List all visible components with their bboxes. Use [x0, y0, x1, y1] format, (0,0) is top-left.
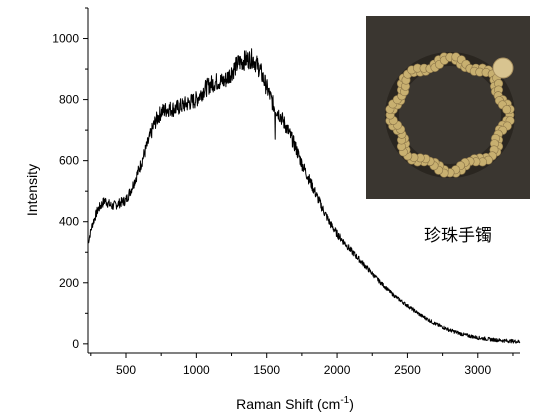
- x-tick-label: 1500: [253, 363, 280, 377]
- y-tick-label: 1000: [52, 32, 79, 46]
- spectrum-line: [87, 48, 521, 344]
- x-axis-title-suffix: ): [349, 396, 354, 412]
- plot-frame: [87, 8, 520, 354]
- bracelet-pearls: [385, 52, 515, 178]
- y-axis-title: Intensity: [24, 164, 40, 216]
- x-tick-label: 2000: [324, 363, 351, 377]
- y-ticks: 0 200 400 600 800 1000: [52, 7, 88, 351]
- y-tick-label: 200: [59, 276, 79, 290]
- x-tick-label: 2500: [394, 363, 421, 377]
- x-axis-title-superscript: -1: [340, 395, 349, 406]
- pearl-bead: [502, 105, 512, 115]
- x-ticks: 500 1000 1500 2000 2500 3000: [90, 353, 514, 377]
- x-axis-title: Raman Shift (cm-1): [236, 395, 354, 412]
- y-tick-label: 800: [59, 93, 79, 107]
- pearl-bracelet-photo: 珍珠手镯: [366, 16, 530, 246]
- inset-caption: 珍珠手镯: [424, 226, 492, 246]
- series-group: [87, 48, 521, 344]
- x-axis-title-main: Raman Shift (cm: [236, 396, 340, 412]
- y-tick-label: 600: [59, 154, 79, 168]
- y-tick-label: 0: [72, 337, 79, 351]
- bracelet-clasp-pearl: [492, 57, 514, 79]
- x-tick-label: 1000: [183, 363, 210, 377]
- y-tick-label: 400: [59, 215, 79, 229]
- x-tick-label: 500: [116, 363, 136, 377]
- x-tick-label: 3000: [464, 363, 491, 377]
